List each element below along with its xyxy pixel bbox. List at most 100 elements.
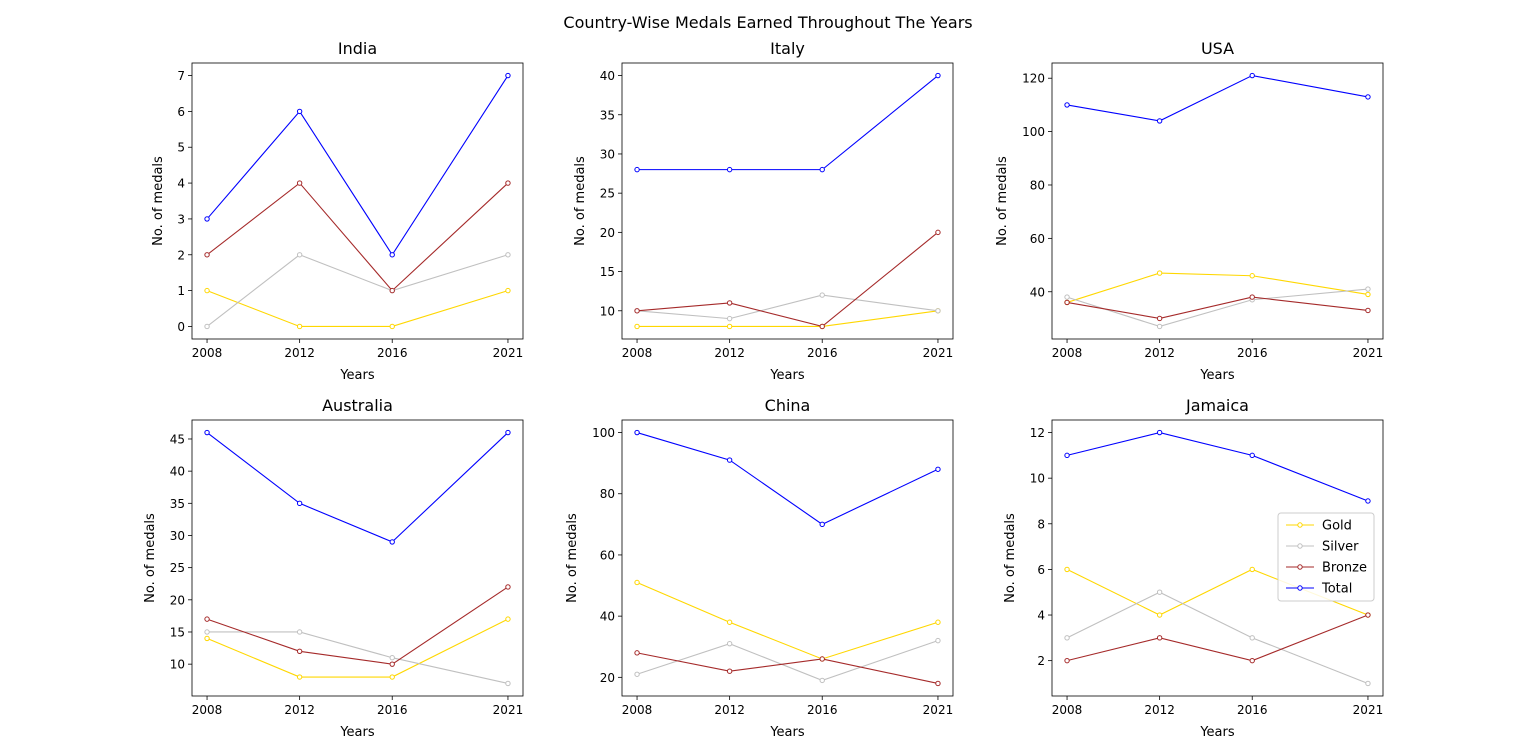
data-point: [634, 429, 640, 436]
y-tick-label: 15: [170, 625, 185, 639]
y-tick-label: 0: [177, 320, 185, 334]
series-line-total: [636, 432, 939, 525]
axes-frame: [191, 62, 524, 340]
data-point: [726, 668, 733, 674]
series-bronze: [634, 229, 941, 330]
y-axis-label: No. of medals: [573, 156, 588, 246]
y-tick-label: 4: [1037, 609, 1045, 623]
data-point: [505, 584, 511, 590]
x-tick-label: 2012: [714, 703, 745, 717]
axes-frame: [621, 62, 954, 340]
panel-australia: Australia 2008 2012 2016 2021 10 15 20 25 30 35 40 4…: [143, 396, 524, 740]
series-line-silver: [636, 294, 939, 320]
data-point: [1064, 102, 1070, 108]
series-line-gold: [637, 310, 939, 328]
series-line-total: [206, 432, 509, 543]
axes-frame: [1051, 62, 1384, 340]
data-point: [1064, 299, 1070, 306]
x-tick-label: 2021: [1353, 703, 1384, 717]
y-tick-label: 3: [177, 212, 185, 226]
series-gold: [204, 616, 511, 680]
data-point: [726, 640, 733, 647]
data-point: [204, 629, 210, 635]
x-tick-label: 2008: [1052, 703, 1083, 717]
axes-frame: [1051, 419, 1384, 697]
data-point: [726, 300, 733, 306]
x-tick-label: 2008: [622, 703, 653, 717]
y-tick-label: 60: [1030, 232, 1045, 246]
y-axis-label: No. of medals: [995, 156, 1010, 246]
data-point: [1365, 94, 1371, 100]
x-axis-label: Years: [1199, 368, 1235, 383]
series-gold: [634, 308, 941, 330]
data-point: [935, 466, 941, 472]
y-tick-label: 40: [600, 610, 615, 624]
data-point: [1365, 498, 1371, 504]
panel-title: Australia: [322, 396, 393, 415]
data-point: [1156, 589, 1163, 595]
series-line-bronze: [1066, 296, 1369, 320]
series-line-silver: [636, 640, 939, 681]
data-point: [819, 166, 825, 173]
y-tick-label: 1: [177, 284, 185, 298]
y-tick-label: 80: [600, 487, 615, 501]
legend-box: [1277, 512, 1375, 602]
y-tick-label: 2: [1037, 654, 1045, 668]
data-point: [935, 308, 941, 314]
data-point: [1249, 635, 1255, 641]
panel-title: Jamaica: [1185, 396, 1249, 415]
series-line-total: [637, 75, 939, 171]
series-gold: [1064, 270, 1371, 306]
y-tick-label: 2: [177, 248, 185, 262]
data-point: [1249, 72, 1255, 79]
data-point: [1156, 315, 1163, 322]
y-tick-label: 100: [1022, 125, 1045, 139]
x-tick-label: 2016: [1237, 346, 1268, 360]
y-tick-label: 10: [600, 304, 615, 318]
x-tick-label: 2021: [493, 703, 524, 717]
x-tick-label: 2008: [192, 346, 223, 360]
series-silver: [1064, 286, 1371, 330]
data-point: [819, 677, 825, 684]
y-tick-label: 100: [592, 426, 615, 440]
series-total: [1064, 429, 1371, 504]
data-point: [1156, 635, 1163, 641]
data-point: [726, 619, 733, 625]
x-tick-label: 2016: [807, 703, 838, 717]
panel-title: India: [338, 39, 377, 58]
data-point: [726, 166, 733, 173]
x-tick-label: 2021: [923, 703, 954, 717]
data-point: [204, 287, 210, 294]
data-point: [1249, 566, 1255, 573]
x-axis-label: Years: [1199, 725, 1235, 740]
data-point: [819, 656, 825, 662]
data-point: [505, 429, 511, 436]
data-point: [819, 292, 825, 298]
data-point: [634, 308, 640, 314]
series-line-silver: [1066, 591, 1369, 684]
y-tick-label: 120: [1022, 72, 1045, 86]
x-axis-label: Years: [339, 725, 375, 740]
panel-title: China: [765, 396, 811, 415]
series-line-silver: [206, 254, 509, 327]
data-point: [389, 252, 395, 258]
data-point: [1064, 452, 1070, 459]
series-line-bronze: [206, 586, 509, 665]
data-point: [389, 674, 395, 680]
data-point: [1365, 680, 1371, 687]
data-point: [296, 108, 303, 115]
data-point: [1156, 118, 1163, 124]
axes-frame: [621, 419, 954, 697]
data-point: [634, 579, 640, 586]
series-silver: [204, 629, 511, 687]
y-tick-label: 80: [1030, 178, 1045, 192]
data-point: [505, 252, 511, 258]
series-line-silver: [1066, 288, 1369, 328]
data-point: [389, 539, 395, 545]
data-point: [296, 674, 303, 680]
legend-label: Silver: [1322, 540, 1359, 555]
data-point: [204, 616, 210, 622]
data-point: [935, 637, 941, 644]
y-axis-label: No. of medals: [143, 513, 158, 603]
y-tick-label: 20: [600, 671, 615, 685]
